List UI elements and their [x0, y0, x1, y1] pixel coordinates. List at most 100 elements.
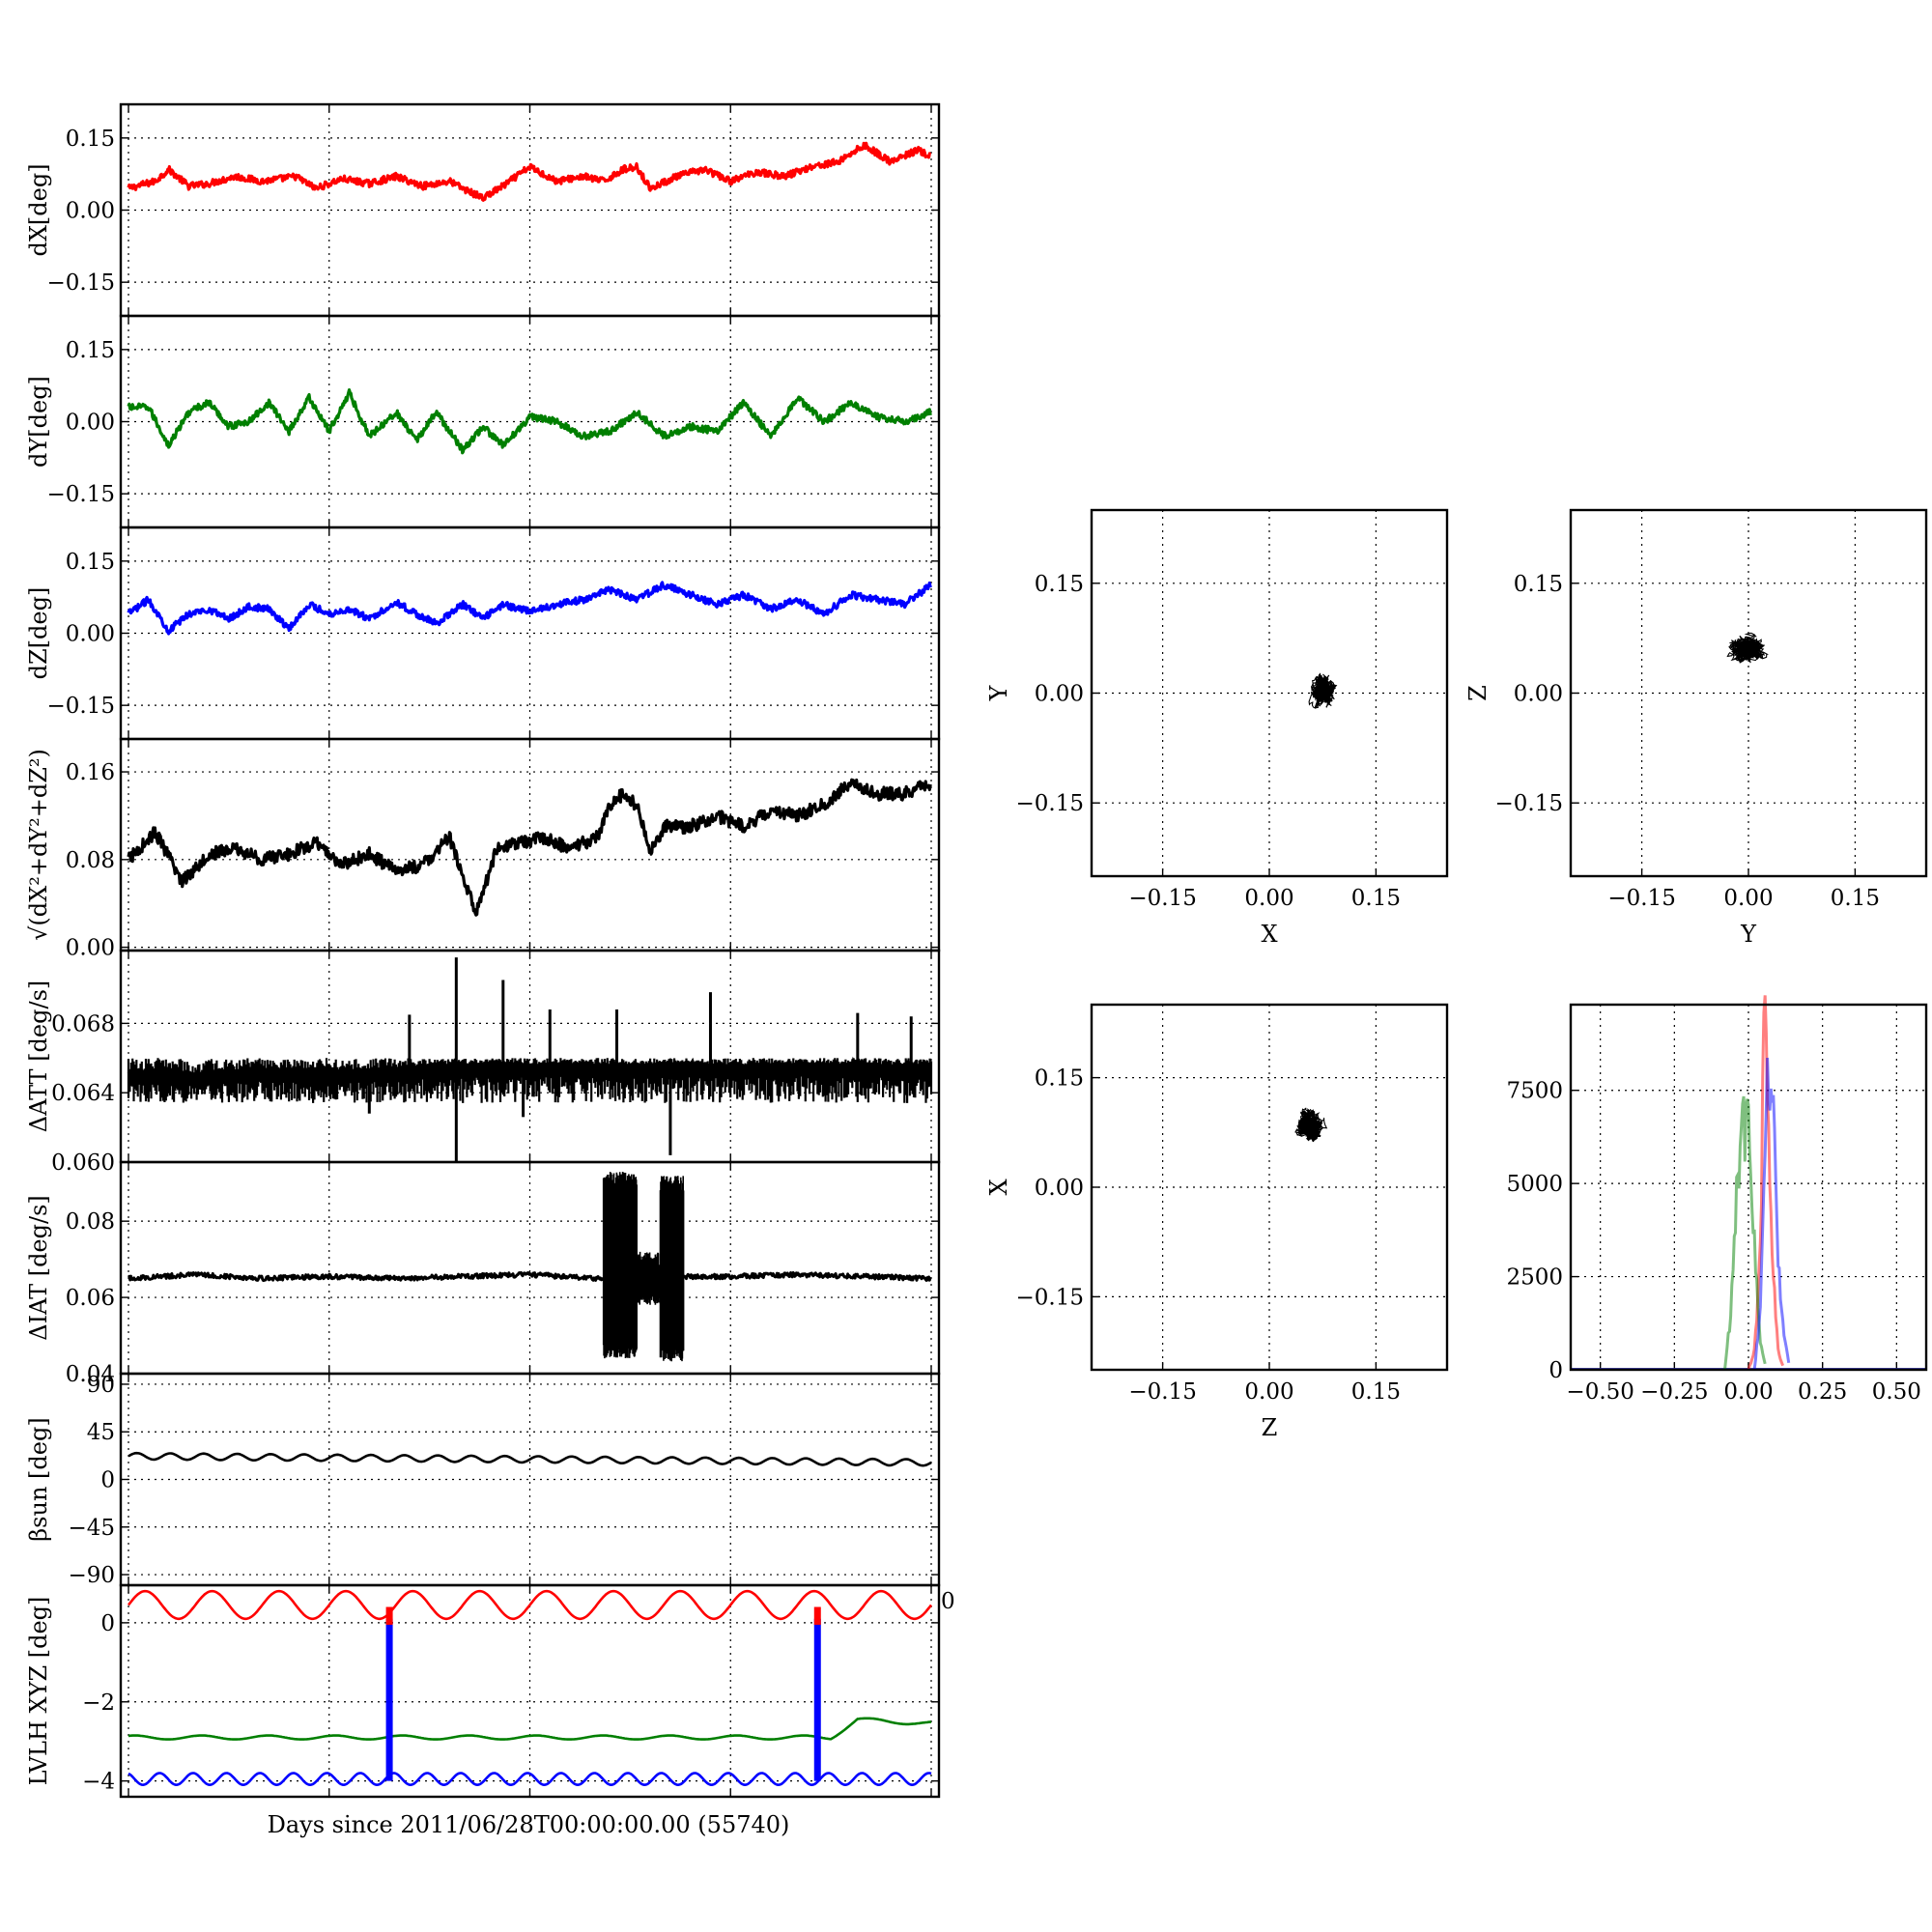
- x-tick-label: 0.15: [1831, 886, 1880, 911]
- x-tick-label: 0.15: [1351, 1379, 1401, 1405]
- y-axis-label: ΔIAT [deg/s]: [25, 1195, 52, 1341]
- y-axis-label: Z: [1464, 685, 1492, 701]
- y-tick-label: −4: [82, 1770, 115, 1795]
- scatter-xy: −0.15 −0.15 0.00 0.00 0.15 0.15 X Y: [985, 508, 1449, 948]
- panel-lvlh: 0 −2 −4 LVLH XYZ [deg] 0: [25, 1583, 955, 1799]
- y-tick-label: 0.00: [66, 936, 115, 961]
- y-axis-label: dY[deg]: [25, 376, 52, 468]
- y-tick-label: 0.060: [51, 1151, 115, 1176]
- y-axis-label: LVLH XYZ [deg]: [25, 1597, 52, 1786]
- y-tick-label: −0.15: [1016, 1285, 1084, 1310]
- panel-frame: [1090, 508, 1449, 878]
- hist-series: [1723, 1095, 1767, 1371]
- y-tick-label: −0.15: [47, 694, 115, 719]
- scatter-cloud: [1294, 1107, 1328, 1143]
- y-tick-label: 0: [100, 1611, 115, 1636]
- y-tick-label: 0.06: [66, 1286, 115, 1311]
- panel-frame: [119, 1583, 941, 1799]
- series-line: [127, 1056, 932, 1088]
- scatter-cloud: [1308, 672, 1338, 709]
- y-tick-label: 0.15: [1035, 572, 1084, 597]
- y-axis-label: dZ[deg]: [25, 587, 52, 680]
- x-tick-label: 0.00: [1723, 1379, 1773, 1405]
- y-tick-label: −2: [82, 1690, 115, 1716]
- y-tick-label: 0.068: [51, 1011, 115, 1037]
- y-tick-label: 0.08: [66, 848, 115, 873]
- y-tick-label: 0.16: [66, 760, 115, 785]
- series-line: [127, 388, 932, 455]
- y-tick-label: 0.08: [66, 1209, 115, 1235]
- x-tick-label: −0.15: [1607, 886, 1675, 911]
- series-line: [128, 1270, 932, 1283]
- y-axis-label: X: [985, 1179, 1012, 1195]
- y-tick-label: 45: [87, 1420, 115, 1445]
- y-tick-label: −90: [68, 1563, 115, 1588]
- burst-mark: [602, 1172, 638, 1359]
- panel-beta-sun: 90 45 0 −45 −90 βsun [deg]: [25, 1372, 941, 1588]
- y-tick-label: −0.15: [47, 482, 115, 507]
- y-tick-label: 0.00: [1035, 682, 1084, 707]
- x-tick-label: 0.15: [1351, 886, 1401, 911]
- panel-dx: 0.15 0.00 −0.15 dX[deg]: [25, 102, 941, 318]
- hist-series: [1752, 1057, 1791, 1371]
- panel-delta-iat: 0.08 0.06 0.04 ΔIAT [deg/s]: [25, 1160, 941, 1387]
- x-axis-label: Y: [1740, 921, 1757, 948]
- hist-series: [1747, 995, 1785, 1371]
- y-tick-label: 0.064: [51, 1081, 115, 1106]
- x-tick-label: 0.25: [1798, 1379, 1847, 1405]
- scatter-cloud: [1726, 632, 1769, 664]
- x-tick-label: −0.15: [1128, 886, 1196, 911]
- panel-frame: [1569, 1003, 1928, 1372]
- y-axis-label: ΔATT [deg/s]: [25, 980, 52, 1133]
- y-tick-label: 0.00: [66, 622, 115, 647]
- y-tick-label: 0.15: [1514, 572, 1563, 597]
- panel-frame: [119, 1160, 941, 1376]
- series-line: [128, 1772, 932, 1787]
- y-tick-label: 0.15: [1035, 1066, 1084, 1092]
- x-tick-label: 0.50: [1872, 1379, 1921, 1405]
- y-tick-label: 0.15: [66, 127, 115, 152]
- y-tick-label: 0.15: [66, 550, 115, 575]
- panel-magnitude: 0.16 0.08 0.00 √(dX²+dY²+dZ²): [25, 737, 941, 961]
- panel-dy: 0.15 0.00 −0.15 dY[deg]: [25, 314, 941, 529]
- x-tick-label: −0.15: [1128, 1379, 1196, 1405]
- burst-mark: [659, 1176, 685, 1362]
- y-tick-label: −0.15: [47, 270, 115, 296]
- figure-x-axis-label: Days since 2011/06/28T00:00:00.00 (55740…: [268, 1811, 790, 1838]
- y-tick-label: 7500: [1506, 1079, 1563, 1104]
- y-tick-label: 0.00: [1035, 1176, 1084, 1201]
- series-line: [127, 141, 932, 202]
- y-tick-label: −0.15: [1016, 791, 1084, 816]
- y-axis-label: dX[deg]: [25, 163, 52, 256]
- y-tick-label: 0: [1548, 1358, 1563, 1383]
- histogram: −0.50 −0.25 0.00 0.25 0.50 0 2500 5000 7500: [1506, 995, 1928, 1405]
- x-tick-label: 0.00: [1723, 886, 1773, 911]
- y-axis-label: Y: [985, 684, 1012, 701]
- y-tick-label: −45: [68, 1516, 115, 1541]
- x-tick-label: −0.50: [1566, 1379, 1634, 1405]
- x-axis-label: X: [1261, 921, 1277, 948]
- y-tick-label: 0: [100, 1468, 115, 1493]
- y-tick-label: −0.15: [1495, 791, 1563, 816]
- y-tick-label: 90: [87, 1373, 115, 1398]
- x-tick-label: 0.00: [1244, 886, 1293, 911]
- burst-mark: [636, 1251, 662, 1305]
- y-tick-label: 0.04: [66, 1362, 115, 1387]
- panel-frame: [1569, 508, 1928, 878]
- y-tick-label: 0.00: [1514, 682, 1563, 707]
- panel-frame: [119, 949, 941, 1164]
- panel-dz: 0.15 0.00 −0.15 dZ[deg]: [25, 526, 941, 741]
- panel-frame: [1090, 1003, 1449, 1372]
- x-axis-label: Z: [1262, 1414, 1278, 1441]
- y-axis-label: βsun [deg]: [25, 1417, 52, 1541]
- series-line: [128, 1717, 932, 1741]
- y-tick-label: 0.15: [66, 338, 115, 363]
- y-axis-label: √(dX²+dY²+dZ²): [25, 749, 52, 941]
- series-line: [127, 778, 932, 917]
- y-tick-label: 2500: [1506, 1265, 1563, 1291]
- x-tick-label: 0.00: [1244, 1379, 1293, 1405]
- series-line: [128, 1451, 932, 1467]
- y-tick-label: 5000: [1506, 1172, 1563, 1197]
- y-tick-label: 0.00: [66, 199, 115, 224]
